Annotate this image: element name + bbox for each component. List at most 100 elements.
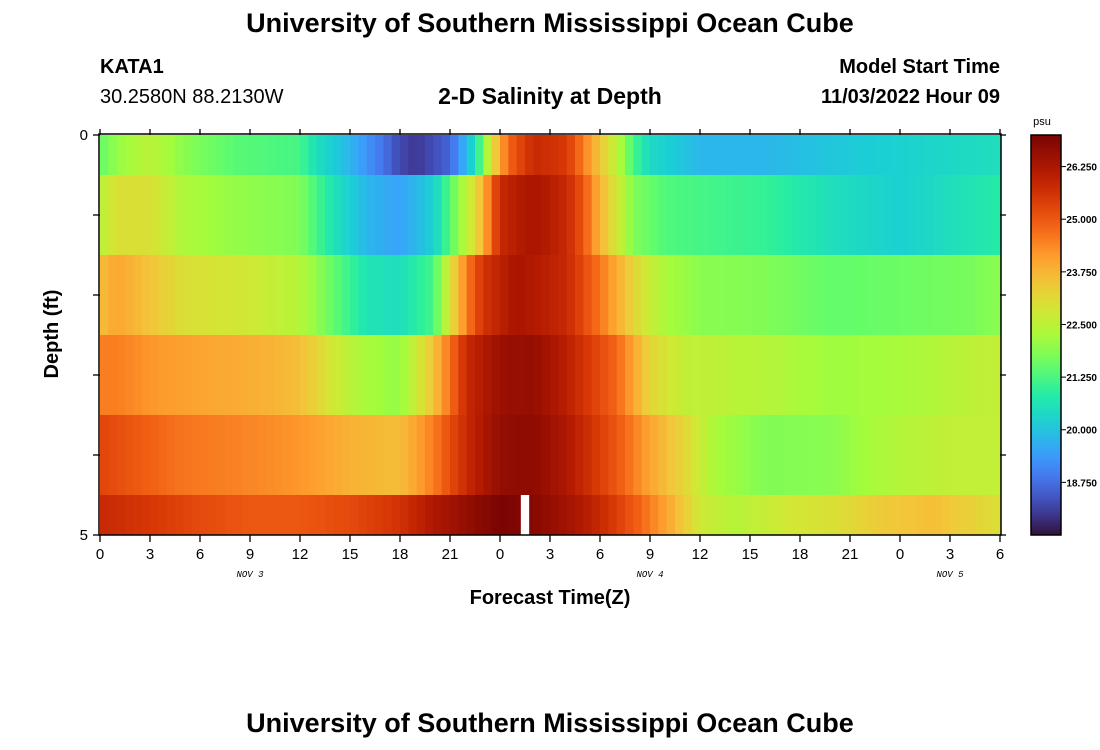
plot-title: 2-D Salinity at Depth (438, 83, 662, 109)
heatmap-cell (458, 175, 468, 255)
heatmap-cell (241, 415, 251, 495)
heatmap-cell (916, 495, 926, 535)
heatmap-cell (758, 335, 768, 415)
heatmap-cell (416, 175, 426, 255)
heatmap-cell (925, 255, 934, 335)
heatmap-cell (333, 335, 343, 415)
heatmap-cell (816, 135, 826, 175)
colorbar-tick-label: 18.750 (1066, 478, 1097, 489)
heatmap-cell (425, 415, 434, 495)
heatmap-cell (666, 415, 676, 495)
x-tick-label: 12 (292, 546, 309, 563)
heatmap-cell (466, 135, 476, 175)
heatmap-cell (141, 495, 151, 535)
heatmap-cell (625, 335, 634, 415)
heatmap-cell (666, 135, 676, 175)
heatmap-cell (450, 175, 459, 255)
heatmap-cell (933, 175, 943, 255)
heatmap-cell (983, 135, 993, 175)
heatmap-cell (275, 135, 284, 175)
heatmap-cell (683, 495, 693, 535)
heatmap-cell (308, 175, 318, 255)
heatmap-cell (208, 255, 218, 335)
heatmap-cell (100, 135, 109, 175)
heatmap-cell (658, 335, 668, 415)
heatmap-cell (791, 495, 801, 535)
heatmap-cell (941, 415, 951, 495)
heatmap-cell (191, 175, 201, 255)
heatmap-cell (475, 255, 484, 335)
heatmap-cell (275, 335, 284, 415)
heatmap-cell (533, 135, 543, 175)
heatmap-cell (475, 335, 484, 415)
heatmap-cell (866, 495, 876, 535)
heatmap-cell (708, 495, 718, 535)
heatmap-cell (566, 175, 576, 255)
heatmap-cell (341, 335, 351, 415)
heatmap-cell (166, 135, 176, 175)
heatmap-cell (308, 135, 318, 175)
heatmap-cell (216, 255, 226, 335)
heatmap-cell (575, 255, 584, 335)
heatmap-cell (800, 135, 809, 175)
model-start-label: Model Start Time (839, 56, 1000, 78)
heatmap-cell (700, 255, 709, 335)
heatmap-cell (475, 135, 484, 175)
heatmap-cell (975, 175, 984, 255)
heatmap-cell (766, 415, 776, 495)
heatmap-cell (550, 495, 559, 535)
heatmap-cell (600, 135, 609, 175)
x-tick-label: 18 (792, 546, 809, 563)
heatmap-cell (675, 415, 684, 495)
heatmap-cell (825, 415, 834, 495)
heatmap-cell (233, 415, 243, 495)
x-tick-label: 18 (392, 546, 409, 563)
heatmap-cell (383, 175, 393, 255)
heatmap-cell (908, 495, 918, 535)
heatmap-cell (983, 335, 993, 415)
heatmap-cell (708, 255, 718, 335)
heatmap-cell (250, 135, 259, 175)
heatmap-cell (908, 415, 918, 495)
heatmap-cell (675, 175, 684, 255)
heatmap-cell (816, 175, 826, 255)
heatmap-cell (291, 335, 301, 415)
heatmap-cell (891, 335, 901, 415)
heatmap-cell (800, 255, 809, 335)
heatmap-cell (833, 255, 843, 335)
heatmap-cell (725, 255, 734, 335)
heatmap-cell (308, 415, 318, 495)
heatmap-cell (675, 255, 684, 335)
heatmap-cell (708, 175, 718, 255)
heatmap-cell (933, 335, 943, 415)
heatmap-cell (666, 335, 676, 415)
heatmap-cell (283, 175, 293, 255)
heatmap-cell (666, 495, 676, 535)
heatmap-cell (183, 495, 193, 535)
heatmap-cell (491, 175, 501, 255)
heatmap-cell (966, 175, 976, 255)
heatmap-cell (275, 175, 284, 255)
heatmap-cell (433, 255, 443, 335)
heatmap-cell (508, 135, 518, 175)
heatmap-cell (675, 335, 684, 415)
heatmap-cell (983, 415, 993, 495)
heatmap-cell (400, 495, 409, 535)
heatmap-cell (541, 255, 551, 335)
heatmap-cell (525, 175, 534, 255)
heatmap-cell (483, 415, 493, 495)
heatmap-cell (166, 255, 176, 335)
heatmap-cell (475, 415, 484, 495)
heatmap-cell (891, 255, 901, 335)
heatmap-cell (641, 335, 651, 415)
heatmap-cell (866, 255, 876, 335)
heatmap-cell (733, 175, 743, 255)
heatmap-cell (233, 335, 243, 415)
heatmap-cell (858, 175, 868, 255)
heatmap-cell (325, 135, 334, 175)
heatmap-cell (691, 415, 701, 495)
model-start-value: 11/03/2022 Hour 09 (820, 86, 1000, 108)
heatmap-cell (175, 415, 184, 495)
heatmap-cell (391, 135, 401, 175)
heatmap-cell (608, 135, 618, 175)
